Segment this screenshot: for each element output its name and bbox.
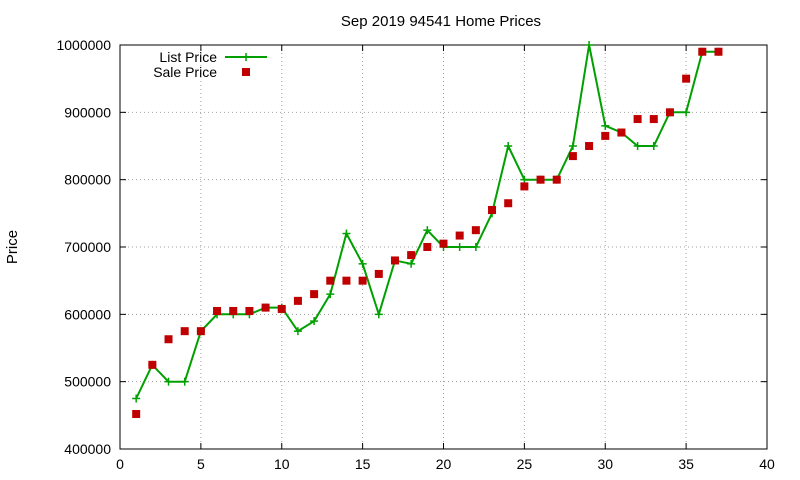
list-price-point xyxy=(164,377,173,386)
list-price-point xyxy=(504,142,513,150)
sale-price-point xyxy=(504,199,513,208)
sale-price-point xyxy=(293,296,302,305)
x-tick-label: 5 xyxy=(197,456,205,472)
x-tick-label: 20 xyxy=(436,456,452,472)
sale-price-point xyxy=(568,152,577,161)
legend-marker-list-price xyxy=(242,53,250,61)
sale-price-point xyxy=(148,360,157,369)
list-price-point xyxy=(374,310,383,319)
list-price-point xyxy=(293,327,302,336)
sale-price-point xyxy=(390,256,399,265)
x-tick-label: 15 xyxy=(355,456,371,472)
list-price-point xyxy=(358,259,367,268)
list-price-point xyxy=(471,243,480,251)
sale-price-point xyxy=(552,175,561,184)
sale-price-point xyxy=(617,128,626,137)
grid xyxy=(120,45,767,449)
sale-price-point xyxy=(455,231,464,240)
list-price-point xyxy=(520,175,529,184)
list-price-point xyxy=(682,108,691,117)
sale-price-point xyxy=(423,243,432,251)
sale-price-point xyxy=(601,131,610,140)
y-tick-label: 400000 xyxy=(64,441,111,457)
axes-ticks: 0 5 10 15 20 25 30 35 40 400000 500000 600000 700000… xyxy=(56,37,775,472)
y-tick-label: 600000 xyxy=(64,306,111,322)
sale-price-point xyxy=(196,327,205,336)
sale-price-point xyxy=(665,108,674,117)
legend-marker-sale-price xyxy=(242,68,250,76)
sale-price-point xyxy=(407,251,416,260)
x-tick-label: 0 xyxy=(116,456,124,472)
y-tick-label: 900000 xyxy=(64,104,111,120)
legend-label-sale-price: Sale Price xyxy=(153,64,217,80)
sale-price-point xyxy=(714,47,723,56)
list-price-point xyxy=(455,243,464,251)
x-tick-label: 40 xyxy=(759,456,775,472)
sale-price-point xyxy=(342,276,351,285)
sale-price-point xyxy=(245,306,254,315)
sale-price-point xyxy=(164,335,173,344)
list-price-point xyxy=(180,377,189,386)
sale-price-point xyxy=(261,303,270,312)
legend-label-list-price: List Price xyxy=(159,49,217,65)
series xyxy=(132,41,723,418)
sale-price-point xyxy=(471,226,480,235)
x-tick-label: 10 xyxy=(274,456,290,472)
sale-price-point xyxy=(229,306,238,315)
y-tick-label: 700000 xyxy=(64,239,111,255)
x-tick-label: 25 xyxy=(517,456,533,472)
list-price-point xyxy=(568,142,577,150)
sale-price-point xyxy=(633,115,642,124)
sale-price-point xyxy=(698,47,707,56)
sale-price-point xyxy=(682,74,691,83)
sale-price-point xyxy=(585,142,594,150)
list-price-point xyxy=(633,142,642,150)
list-price-point xyxy=(342,229,351,238)
sale-price-point xyxy=(358,276,367,285)
sale-price-point xyxy=(213,306,222,315)
chart-title: Sep 2019 94541 Home Prices xyxy=(341,13,541,30)
list-price-point xyxy=(132,394,141,403)
list-price-point xyxy=(407,259,416,268)
sale-price-point xyxy=(277,304,286,313)
y-tick-label: 500000 xyxy=(64,374,111,390)
list-price-point xyxy=(601,121,610,130)
sale-price-point xyxy=(326,276,335,285)
list-price-point xyxy=(310,317,319,326)
list-price-point xyxy=(326,290,335,299)
sale-price-point xyxy=(488,205,497,214)
sale-price-point xyxy=(310,290,319,299)
y-tick-label: 1000000 xyxy=(56,37,111,53)
list-price-point xyxy=(649,142,658,150)
x-tick-label: 35 xyxy=(678,456,694,472)
sale-price-point xyxy=(132,409,141,418)
sale-price-point xyxy=(374,269,383,278)
y-axis-label: Price xyxy=(4,230,21,264)
sale-price-point xyxy=(180,327,189,336)
sale-price-point xyxy=(536,175,545,184)
sale-price-point xyxy=(520,182,529,191)
list-price-point xyxy=(585,41,594,49)
y-tick-label: 800000 xyxy=(64,172,111,188)
sale-price-point xyxy=(649,115,658,124)
sale-price-series xyxy=(132,47,723,418)
list-price-point xyxy=(423,226,432,235)
x-tick-label: 30 xyxy=(597,456,613,472)
sale-price-point xyxy=(439,239,448,248)
